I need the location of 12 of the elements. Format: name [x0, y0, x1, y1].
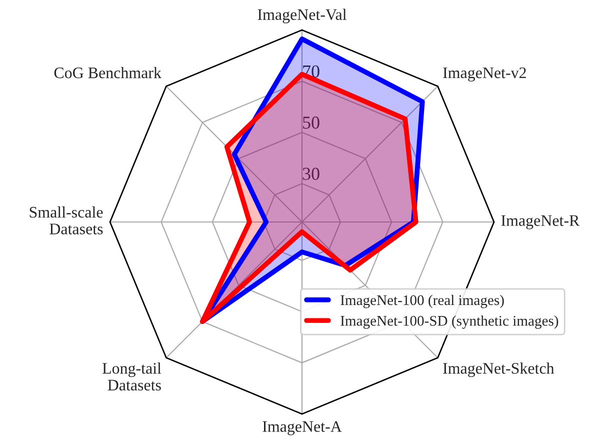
legend-label: ImageNet-100-SD (synthetic images)	[340, 315, 558, 329]
spoke-label: Long-tail Datasets	[102, 362, 162, 391]
spoke-label: ImageNet-R	[501, 215, 580, 230]
y-tick-label: 30	[302, 168, 320, 180]
legend-label: ImageNet-100 (real images)	[340, 294, 504, 308]
spoke-label: ImageNet-v2	[443, 67, 526, 82]
spoke-label: CoG Benchmark	[54, 67, 162, 78]
spoke-label: ImageNet-Sketch	[443, 362, 554, 378]
spoke-label: Small-scale Datasets	[30, 206, 103, 234]
spoke-label: ImageNet-A	[262, 421, 342, 436]
y-tick-label: 50	[303, 116, 320, 129]
spoke-label: ImageNet-Val	[258, 8, 346, 24]
